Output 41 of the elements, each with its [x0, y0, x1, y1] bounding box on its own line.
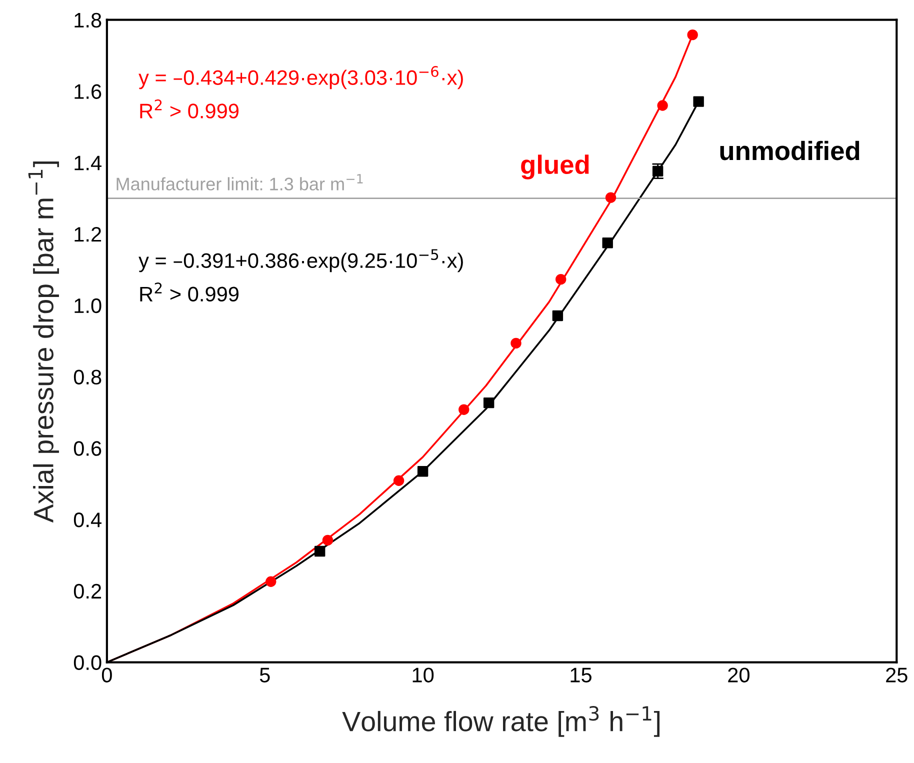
y-tick-label: 0.0 — [74, 655, 102, 670]
annotation: y = –0.391+0.386·exp(9.25·10$^{−5}$·x) — [138, 249, 463, 272]
y-tick-label: 0.4 — [74, 512, 102, 528]
point — [687, 29, 698, 40]
x-axis-title: Volume flow rate [m$^{3}$ h$^{−1}$] — [342, 706, 660, 737]
point — [393, 475, 404, 486]
y-tick-label: 1.0 — [74, 298, 102, 314]
annotation: R$^{2}$ > 0.999 — [140, 99, 239, 118]
series-label: glued — [521, 154, 589, 180]
x-tick-label: 10 — [412, 668, 434, 682]
y-tick-label: 1.6 — [74, 84, 102, 99]
point — [266, 576, 276, 587]
point — [417, 466, 428, 477]
series-label: unmodified — [720, 140, 860, 160]
y-tick-label: 1.4 — [74, 156, 102, 170]
x-tick-label: 0 — [102, 668, 112, 682]
y-tick-label: 1.2 — [74, 226, 102, 242]
y-tick-label: 0.2 — [74, 584, 102, 599]
y-tick-label: 0.6 — [74, 441, 102, 456]
point — [322, 534, 334, 546]
point — [693, 96, 704, 107]
y-tick-label: 1.8 — [74, 12, 102, 28]
x-tick-label: 20 — [728, 668, 750, 682]
point — [552, 310, 564, 322]
y-axis-title: Axial pressure drop [bar m$^{−1}$] — [28, 162, 59, 523]
y-tick-label: 0.8 — [74, 370, 102, 385]
point — [510, 338, 522, 349]
ref-line-label: Manufacturer limit: 1.3 bar m$^{−1}$ — [116, 174, 363, 190]
x-tick-label: 25 — [886, 668, 908, 682]
point — [652, 166, 664, 177]
annotation: R$^{2}$ > 0.999 — [140, 282, 239, 302]
x-tick-label: 5 — [260, 668, 270, 682]
point — [314, 546, 326, 557]
point — [605, 192, 616, 203]
point — [556, 274, 566, 285]
point — [458, 404, 470, 415]
annotation: y = –0.434+0.429·exp(3.03·10$^{−6}$·x) — [138, 66, 463, 90]
point — [602, 238, 613, 248]
point — [483, 397, 494, 408]
point — [657, 100, 668, 111]
x-tick-label: 15 — [570, 668, 592, 682]
